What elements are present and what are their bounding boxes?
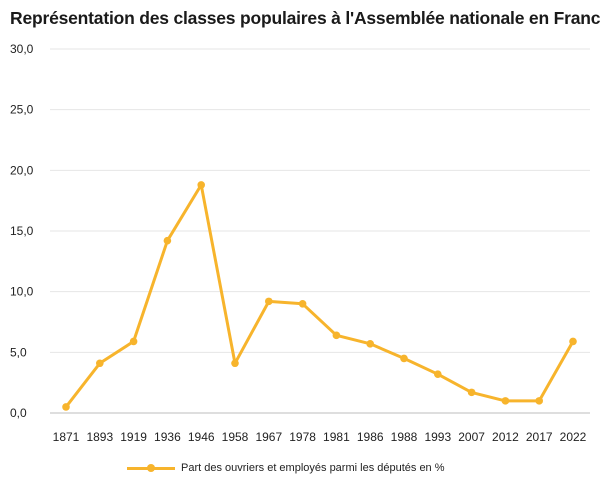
x-tick-label: 1946	[188, 430, 215, 444]
x-tick-label: 2022	[560, 430, 587, 444]
y-tick-label: 25,0	[10, 103, 34, 117]
data-point	[535, 397, 543, 405]
x-tick-label: 2007	[458, 430, 485, 444]
data-point	[569, 337, 577, 346]
data-point	[163, 236, 172, 245]
series-layer	[62, 181, 577, 411]
legend: Part des ouvriers et employés parmi les …	[127, 462, 445, 474]
data-point	[62, 403, 70, 411]
x-tick-label: 2012	[492, 430, 519, 444]
data-point	[366, 340, 375, 348]
data-point	[197, 181, 205, 189]
x-tick-label: 1993	[424, 430, 451, 444]
data-point	[298, 300, 307, 308]
x-axis-tick-labels: 1871 1893 1919 1936 1946 1958 1967 1978 1981 1986…	[53, 430, 587, 444]
x-tick-label: 1893	[86, 430, 113, 444]
x-tick-label: 1988	[391, 430, 418, 444]
chart-title: Représentation des classes populaires à …	[10, 8, 600, 28]
x-tick-label: 1967	[255, 430, 282, 444]
data-point	[332, 331, 341, 340]
y-tick-label: 30,0	[10, 42, 34, 56]
y-tick-label: 20,0	[10, 163, 34, 177]
data-point	[129, 337, 138, 346]
data-point	[231, 359, 239, 368]
legend-swatch	[127, 462, 175, 474]
x-tick-label: 1981	[323, 430, 350, 444]
legend-label: Part des ouvriers et employés parmi les …	[181, 462, 445, 474]
data-point	[400, 354, 408, 363]
gridlines	[50, 48, 590, 414]
y-tick-label: 5,0	[10, 345, 27, 359]
series-line	[64, 183, 575, 409]
x-tick-label: 1936	[154, 430, 181, 444]
y-tick-label: 0,0	[10, 406, 27, 420]
x-tick-label: 1871	[53, 430, 80, 444]
x-tick-label: 2017	[526, 430, 553, 444]
y-axis-tick-labels: 0,0 5,0 10,0 15,0 20,0 25,0 30,0	[10, 42, 34, 420]
data-point	[467, 388, 476, 397]
data-point	[501, 397, 510, 405]
x-tick-label: 1958	[222, 430, 249, 444]
data-point	[265, 297, 273, 306]
y-tick-label: 15,0	[10, 224, 34, 238]
y-tick-label: 10,0	[10, 285, 34, 299]
x-tick-label: 1978	[289, 430, 316, 444]
x-tick-label: 1986	[357, 430, 384, 444]
data-point	[96, 359, 104, 368]
legend-dot-marker	[147, 464, 155, 472]
x-tick-label: 1919	[120, 430, 147, 444]
data-point	[434, 370, 442, 378]
